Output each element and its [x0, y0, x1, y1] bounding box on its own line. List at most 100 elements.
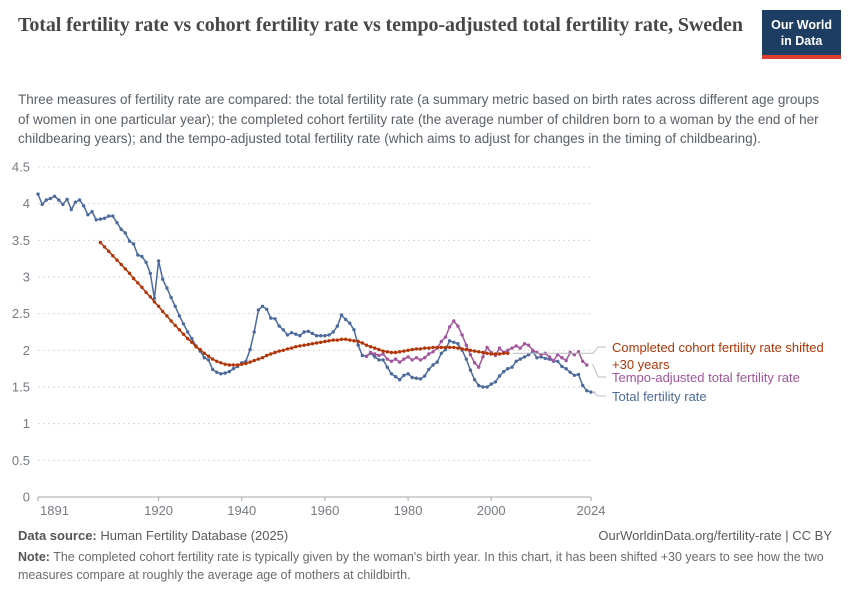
data-point	[352, 339, 356, 343]
owid-logo[interactable]: Our World in Data	[762, 10, 841, 60]
data-point	[468, 348, 473, 352]
data-point	[572, 373, 577, 377]
data-point	[443, 345, 448, 350]
data-point	[393, 350, 398, 355]
data-point	[468, 368, 473, 372]
data-point	[398, 360, 402, 364]
data-point	[360, 353, 364, 358]
data-point	[510, 365, 514, 369]
data-point	[331, 330, 335, 334]
data-point	[298, 334, 302, 338]
data-point	[381, 358, 385, 362]
data-point	[219, 372, 223, 376]
y-tick-label: 1	[23, 416, 30, 431]
data-point	[373, 355, 377, 359]
data-point	[269, 316, 273, 320]
data-point	[526, 343, 531, 347]
data-point	[119, 262, 123, 267]
data-point	[489, 382, 493, 386]
data-point	[94, 218, 98, 222]
data-point	[402, 373, 406, 377]
data-point	[48, 196, 53, 201]
data-point	[526, 353, 531, 357]
data-point	[314, 334, 319, 338]
data-point	[377, 353, 381, 358]
data-point	[202, 356, 206, 360]
data-point	[398, 350, 402, 354]
data-point	[348, 321, 352, 325]
data-point	[36, 192, 40, 196]
data-point	[431, 345, 435, 350]
data-point	[464, 347, 468, 352]
data-point	[377, 347, 381, 352]
data-point	[327, 333, 331, 337]
data-point	[107, 249, 111, 253]
data-source: Data source: Human Fertility Database (2…	[18, 528, 288, 543]
data-point	[123, 267, 128, 271]
data-point	[464, 343, 468, 347]
data-point	[231, 363, 236, 367]
legend-item-tempo-adjusted-total-fertility-rate[interactable]: Tempo-adjusted total fertility rate	[612, 369, 800, 386]
data-point	[447, 339, 452, 343]
y-tick-label: 4	[23, 196, 30, 211]
legend-label-line: +30 years	[612, 357, 670, 372]
data-point	[61, 202, 65, 207]
series-completed-cohort-fertility-rate-shifted-30-years[interactable]	[98, 240, 510, 367]
data-point	[90, 210, 94, 214]
data-point	[140, 254, 144, 259]
legend-item-completed-cohort-fertility-rate-shifted-30-years[interactable]: Completed cohort fertility rate shifted +…	[612, 339, 824, 373]
data-point	[260, 304, 265, 308]
chart-note-text: The completed cohort fertility rate is t…	[18, 550, 824, 582]
data-point	[456, 346, 460, 350]
data-point	[111, 214, 115, 218]
data-point	[456, 324, 460, 328]
fertility-line-chart[interactable]: 0 0.5 1 1.5 2 2.5 3 3.5 4 4.5 1891 1920 1940 1960 1980…	[0, 155, 850, 527]
data-point	[452, 319, 456, 323]
data-point	[186, 336, 190, 341]
series-line[interactable]	[37, 193, 592, 393]
data-point	[98, 240, 103, 245]
y-tick-label: 2.5	[12, 306, 30, 321]
data-point	[281, 328, 285, 332]
data-point	[344, 337, 348, 341]
data-point	[385, 365, 389, 369]
data-point	[57, 198, 61, 202]
data-point	[410, 375, 414, 380]
data-point	[165, 286, 169, 290]
data-point	[190, 336, 194, 341]
data-point	[302, 343, 306, 347]
page-title: Total fertility rate vs cohort fertility…	[18, 14, 743, 36]
data-point	[414, 356, 419, 360]
data-point	[514, 359, 518, 363]
data-point	[127, 271, 132, 275]
data-point	[576, 350, 581, 354]
data-point	[310, 331, 315, 336]
data-point	[389, 350, 394, 355]
data-point	[131, 242, 136, 246]
owid-url-link[interactable]: OurWorldinData.org/fertility-rate | CC B…	[598, 528, 832, 543]
data-point	[123, 231, 128, 235]
data-point	[348, 338, 352, 342]
data-point	[560, 356, 564, 360]
series-total-fertility-rate[interactable]	[36, 192, 593, 394]
data-point	[589, 390, 593, 394]
data-point	[194, 345, 198, 349]
data-point	[352, 328, 356, 332]
legend-item-total-fertility-rate[interactable]: Total fertility rate	[612, 388, 707, 405]
data-point	[260, 356, 265, 360]
data-point	[439, 339, 443, 344]
y-tick-label: 0.5	[12, 453, 30, 468]
y-tick-label: 3.5	[12, 233, 30, 248]
data-point	[439, 345, 443, 350]
data-point	[497, 374, 502, 378]
series-tempo-adjusted-total-fertility-rate[interactable]	[364, 319, 589, 369]
data-point	[410, 358, 414, 362]
data-point	[423, 356, 427, 360]
x-tick-label: 1980	[394, 503, 423, 518]
data-point	[206, 354, 211, 358]
data-point	[190, 340, 194, 344]
data-point	[368, 345, 373, 349]
data-point	[439, 351, 443, 355]
data-point	[418, 377, 423, 381]
data-point	[314, 341, 319, 345]
